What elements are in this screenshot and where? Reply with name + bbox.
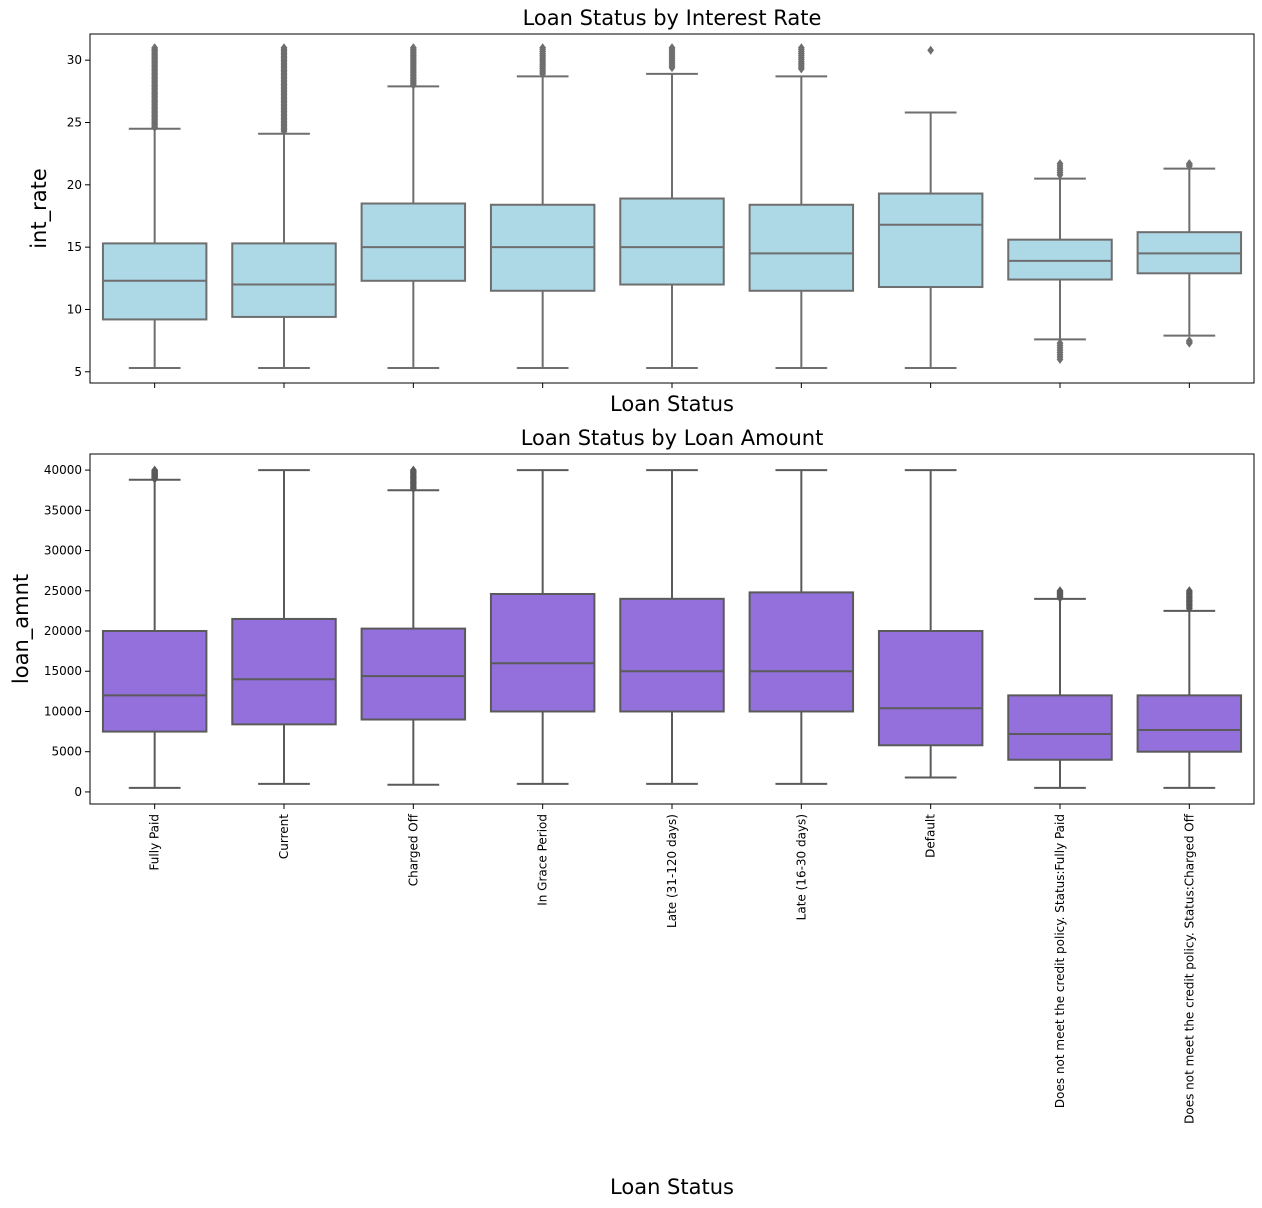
y-tick-label: 30000 [44, 544, 82, 558]
y-tick-label: 40000 [44, 463, 82, 477]
box-4 [489, 469, 596, 785]
box-1 [101, 43, 208, 370]
x-tick-label: In Grace Period [536, 814, 550, 906]
subplot-2: Loan Status by Loan Amount Loan Status loa… [9, 426, 1255, 1199]
y-axis-label: loan_amnt [9, 574, 34, 684]
box-iqr [619, 197, 725, 286]
outlier-point [1056, 338, 1064, 348]
box-iqr [1136, 694, 1243, 753]
y-tick-label: 15 [67, 240, 82, 254]
y-axis-label: int_rate [27, 168, 52, 249]
box-1 [101, 465, 208, 789]
outlier-point [151, 465, 159, 475]
outlier-point [797, 43, 805, 53]
box-4 [489, 43, 596, 370]
box-iqr [231, 617, 337, 726]
box-9 [1136, 159, 1243, 348]
y-tick-label: 20 [67, 178, 82, 192]
outlier-point [1185, 586, 1193, 596]
x-tick-label: Does not meet the credit policy. Status:… [1053, 814, 1067, 1108]
x-tick-label: Current [277, 814, 291, 859]
y-tick-label: 5 [74, 365, 82, 379]
box-8 [1007, 159, 1113, 364]
plot-frame [89, 453, 1255, 805]
box-iqr [619, 597, 725, 713]
box-6 [748, 469, 855, 785]
x-tick-label: Default [924, 814, 938, 858]
y-tick-label: 10 [67, 302, 82, 316]
box-iqr [877, 630, 984, 747]
box-9 [1136, 586, 1243, 789]
box-2 [231, 469, 337, 785]
y-tick-label: 10000 [44, 704, 82, 718]
box-3 [360, 43, 467, 370]
outlier-point [539, 43, 547, 53]
outlier-point [1185, 159, 1193, 169]
outlier-point [151, 43, 159, 53]
y-tick-label: 20000 [44, 624, 82, 638]
box-iqr [1007, 238, 1113, 281]
outlier-point [409, 465, 417, 475]
box-iqr [748, 591, 855, 713]
y-tick-label: 25000 [44, 584, 82, 598]
y-tick-label: 15000 [44, 664, 82, 678]
box-iqr [748, 203, 855, 292]
outlier-point [280, 43, 288, 53]
y-tick-label: 25 [67, 115, 82, 129]
outlier-point [1185, 336, 1193, 346]
outlier-point [927, 45, 935, 55]
box-7 [877, 469, 984, 779]
box-3 [360, 465, 467, 786]
y-tick-label: 0 [74, 785, 82, 799]
x-axis-label: Loan Status [610, 392, 734, 416]
box-8 [1007, 586, 1113, 789]
subplot-1: Loan Status by Interest Rate Loan Status i… [27, 6, 1255, 416]
x-tick-label: Fully Paid [148, 814, 162, 870]
plot-frame [89, 33, 1255, 384]
chart-title: Loan Status by Loan Amount [521, 426, 824, 450]
x-axis-label: Loan Status [610, 1175, 734, 1199]
box-6 [748, 43, 855, 370]
box-iqr [360, 202, 467, 282]
box-iqr [489, 593, 596, 713]
x-tick-label: Late (31-120 days) [665, 814, 679, 928]
box-7 [877, 45, 984, 370]
outlier-point [409, 43, 417, 53]
box-2 [231, 43, 337, 370]
box-5 [619, 469, 725, 785]
y-tick-label: 30 [67, 53, 82, 67]
x-tick-label: Does not meet the credit policy. Status:… [1182, 813, 1196, 1124]
y-tick-label: 35000 [44, 503, 82, 517]
outlier-point [668, 43, 676, 53]
box-iqr [877, 192, 984, 289]
x-tick-label: Charged Off [406, 813, 420, 886]
box-iqr [101, 630, 208, 733]
y-tick-label: 5000 [51, 745, 82, 759]
outlier-point [1056, 159, 1064, 169]
x-tick-label: Late (16-30 days) [794, 814, 808, 920]
box-iqr [360, 627, 467, 721]
box-5 [619, 43, 725, 370]
chart-title: Loan Status by Interest Rate [523, 6, 822, 30]
box-iqr [231, 242, 337, 318]
outlier-point [1056, 586, 1064, 596]
box-iqr [1007, 694, 1113, 761]
